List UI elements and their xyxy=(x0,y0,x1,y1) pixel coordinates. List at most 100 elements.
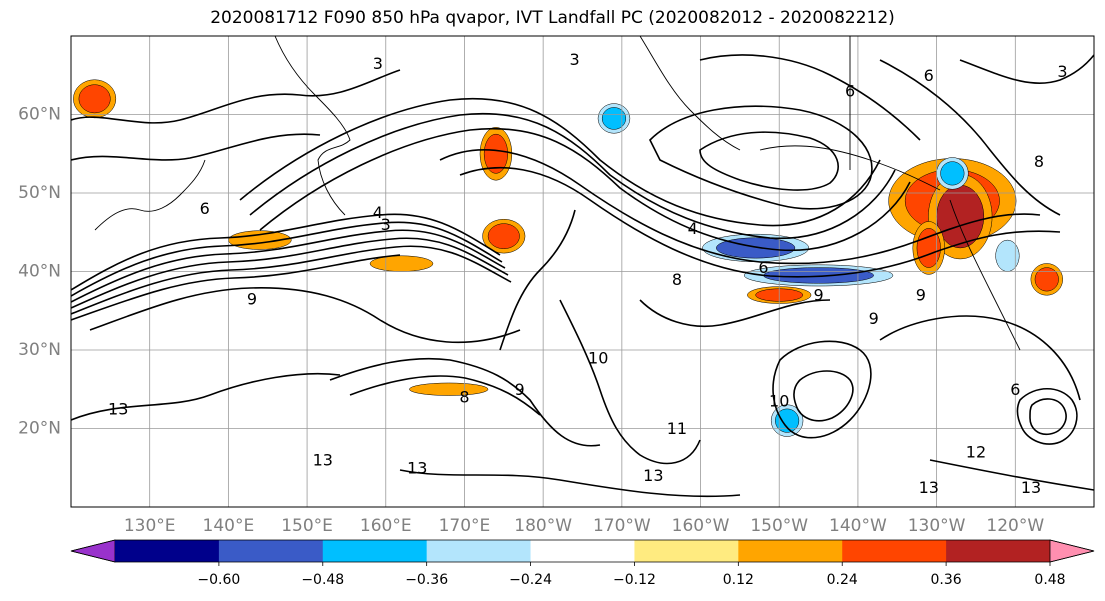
contour-label: 9 xyxy=(247,289,257,308)
contour-line xyxy=(879,315,1081,401)
contour-line xyxy=(71,245,512,315)
contour-line xyxy=(772,340,872,439)
colorbar-tick-label: −0.36 xyxy=(405,572,448,588)
contour-line xyxy=(71,254,401,321)
shaded-region xyxy=(487,223,520,249)
shaded-region xyxy=(763,267,874,284)
contour-line xyxy=(239,97,881,227)
x-tick-label: 130°W xyxy=(908,516,966,536)
colorbar-tick-label: 0.24 xyxy=(827,572,858,588)
contour-label: 6 xyxy=(924,66,934,85)
contour-label: 3 xyxy=(1057,62,1067,81)
colorbar-segment xyxy=(322,540,428,562)
map-area xyxy=(71,36,1094,507)
contour-line xyxy=(959,54,1094,84)
contour-line xyxy=(71,69,401,124)
shaded-region xyxy=(940,161,965,186)
contour-line xyxy=(439,149,1041,265)
colorbar-tick-label: 0.12 xyxy=(723,572,754,588)
y-tick-labels: 20°N 30°N 40°N 50°N 60°N xyxy=(18,105,61,439)
x-tick-label: 150°W xyxy=(750,516,808,536)
contour-line xyxy=(793,370,854,422)
coastline xyxy=(639,36,741,151)
contour-label: 4 xyxy=(688,219,698,238)
contour-label: 13 xyxy=(1021,478,1041,497)
contour-line xyxy=(699,131,839,191)
contour-label: 8 xyxy=(672,270,682,289)
contour-label: 8 xyxy=(459,388,469,407)
contour-label: 6 xyxy=(1010,380,1020,399)
colorbar-segment xyxy=(530,540,635,562)
x-tick-label: 180°W xyxy=(514,516,572,536)
colorbar: −0.60 −0.48 −0.36 −0.24 −0.12 0.12 0.24 0.36 0.4… xyxy=(70,539,1095,588)
contour-line xyxy=(649,105,873,210)
contour-label: 3 xyxy=(570,50,580,69)
contour-line xyxy=(71,237,509,309)
contour-line xyxy=(559,299,701,465)
contour-line xyxy=(259,127,911,252)
shaded-region xyxy=(601,107,627,130)
contour-label: 8 xyxy=(1034,152,1044,171)
colorbar-tick-label: −0.24 xyxy=(509,572,552,588)
contour-line xyxy=(699,54,921,141)
colorbar-extend-high xyxy=(1049,539,1095,563)
colorbar-tick-label: 0.48 xyxy=(1034,572,1065,588)
shaded-region xyxy=(409,382,489,396)
contour-line xyxy=(1029,398,1067,436)
contour-label: 12 xyxy=(966,443,986,462)
colorbar-outline xyxy=(70,539,1095,563)
contour-line xyxy=(71,133,321,161)
contour-line xyxy=(89,287,521,344)
contour-label: 4 xyxy=(373,203,383,222)
contour-line xyxy=(71,213,501,291)
colorbar-segment xyxy=(634,540,739,562)
contour-label: 13 xyxy=(919,478,939,497)
contour-line xyxy=(249,112,896,240)
colorbar-segment xyxy=(426,540,532,562)
colorbar-segment xyxy=(115,540,220,562)
contour-line xyxy=(71,229,506,303)
contour-line xyxy=(329,357,601,447)
shaded-region xyxy=(78,84,111,114)
x-tick-label: 160°E xyxy=(360,516,412,536)
colorbar-segment xyxy=(946,540,1051,562)
coastline xyxy=(949,199,1021,351)
shaded-region xyxy=(775,408,800,433)
contour-line xyxy=(1016,388,1078,445)
x-tick-label: 120°W xyxy=(986,516,1044,536)
y-tick-label: 20°N xyxy=(18,419,61,439)
contour-line xyxy=(879,59,1061,216)
contour-line xyxy=(459,166,1061,278)
shaded-region xyxy=(483,133,508,174)
x-tick-label: 160°W xyxy=(672,516,730,536)
ivt-contours xyxy=(71,54,1094,498)
coastline xyxy=(759,145,941,191)
contour-line xyxy=(639,299,831,328)
contour-label: 10 xyxy=(769,392,789,411)
shaded-region xyxy=(1034,267,1059,292)
contour-label: 6 xyxy=(845,81,855,100)
map-frame xyxy=(70,35,1095,508)
contour-label: 13 xyxy=(407,458,427,477)
x-tick-labels: 130°E 140°E 150°E 160°E 170°E 180°W 170°W 160°W… xyxy=(124,516,1045,536)
contour-label: 9 xyxy=(869,309,879,328)
contour-label: 6 xyxy=(200,199,210,218)
coastline xyxy=(94,159,206,231)
contour-label: 13 xyxy=(313,450,333,469)
colorbar-tick-label: 0.36 xyxy=(931,572,962,588)
contour-line xyxy=(349,375,541,416)
colorbar-extend-low xyxy=(70,539,116,563)
colorbar-tick-label: −0.12 xyxy=(613,572,656,588)
x-tick-label: 140°E xyxy=(203,516,255,536)
contour-label: 3 xyxy=(381,215,391,234)
y-tick-label: 40°N xyxy=(18,262,61,282)
y-tick-label: 30°N xyxy=(18,340,61,360)
contour-label: 9 xyxy=(916,286,926,305)
contour-label: 10 xyxy=(588,348,608,367)
gridlines xyxy=(71,36,1094,507)
colorbar-segment xyxy=(842,540,947,562)
contour-line xyxy=(499,209,576,351)
x-tick-label: 130°E xyxy=(124,516,176,536)
contour-line xyxy=(71,372,341,421)
